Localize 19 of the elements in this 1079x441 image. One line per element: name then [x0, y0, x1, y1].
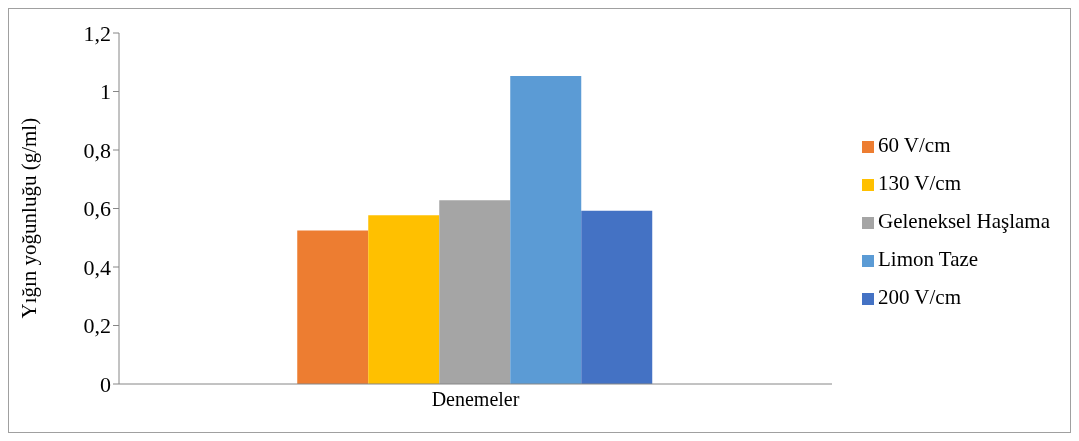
legend-label: Geleneksel Haşlama: [877, 208, 1050, 233]
legend-label: 60 V/cm: [877, 132, 951, 157]
bar: [581, 210, 653, 384]
bar: [510, 76, 582, 384]
y-tick-label: 0,6: [83, 196, 111, 222]
legend-label: 130 V/cm: [877, 170, 962, 195]
y-tick-label: 0,4: [83, 254, 111, 280]
y-tick-label: 1,2: [83, 20, 111, 46]
bar: [439, 200, 511, 384]
y-tick-label: 0: [100, 371, 111, 397]
x-tick-label: Denemeler: [431, 388, 520, 411]
y-tick-label: 0,8: [83, 137, 111, 163]
y-axis-title: Yığın yoğunluğu (g/ml): [17, 117, 42, 319]
y-tick-label: 1: [100, 79, 111, 105]
legend-label: Limon Taze: [877, 246, 979, 271]
bar: [297, 230, 369, 384]
y-tick-label: 0,2: [83, 313, 111, 339]
bar: [368, 215, 440, 384]
legend-label: 200 V/cm: [877, 284, 962, 309]
